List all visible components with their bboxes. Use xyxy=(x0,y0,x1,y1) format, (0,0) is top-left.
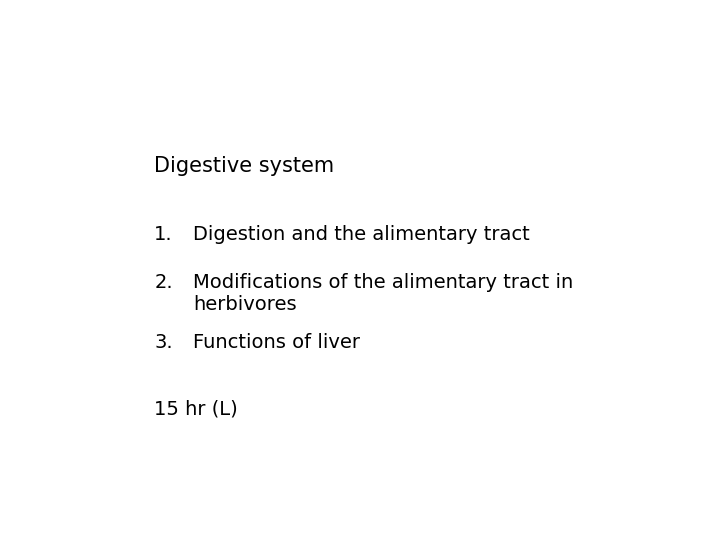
Text: 3.: 3. xyxy=(154,333,173,352)
Text: Modifications of the alimentary tract in
herbivores: Modifications of the alimentary tract in… xyxy=(193,273,574,314)
Text: 1.: 1. xyxy=(154,225,173,244)
Text: Digestive system: Digestive system xyxy=(154,156,334,176)
Text: 2.: 2. xyxy=(154,273,173,292)
Text: Digestion and the alimentary tract: Digestion and the alimentary tract xyxy=(193,225,530,244)
Text: 15 hr (L): 15 hr (L) xyxy=(154,400,238,419)
Text: Functions of liver: Functions of liver xyxy=(193,333,360,352)
